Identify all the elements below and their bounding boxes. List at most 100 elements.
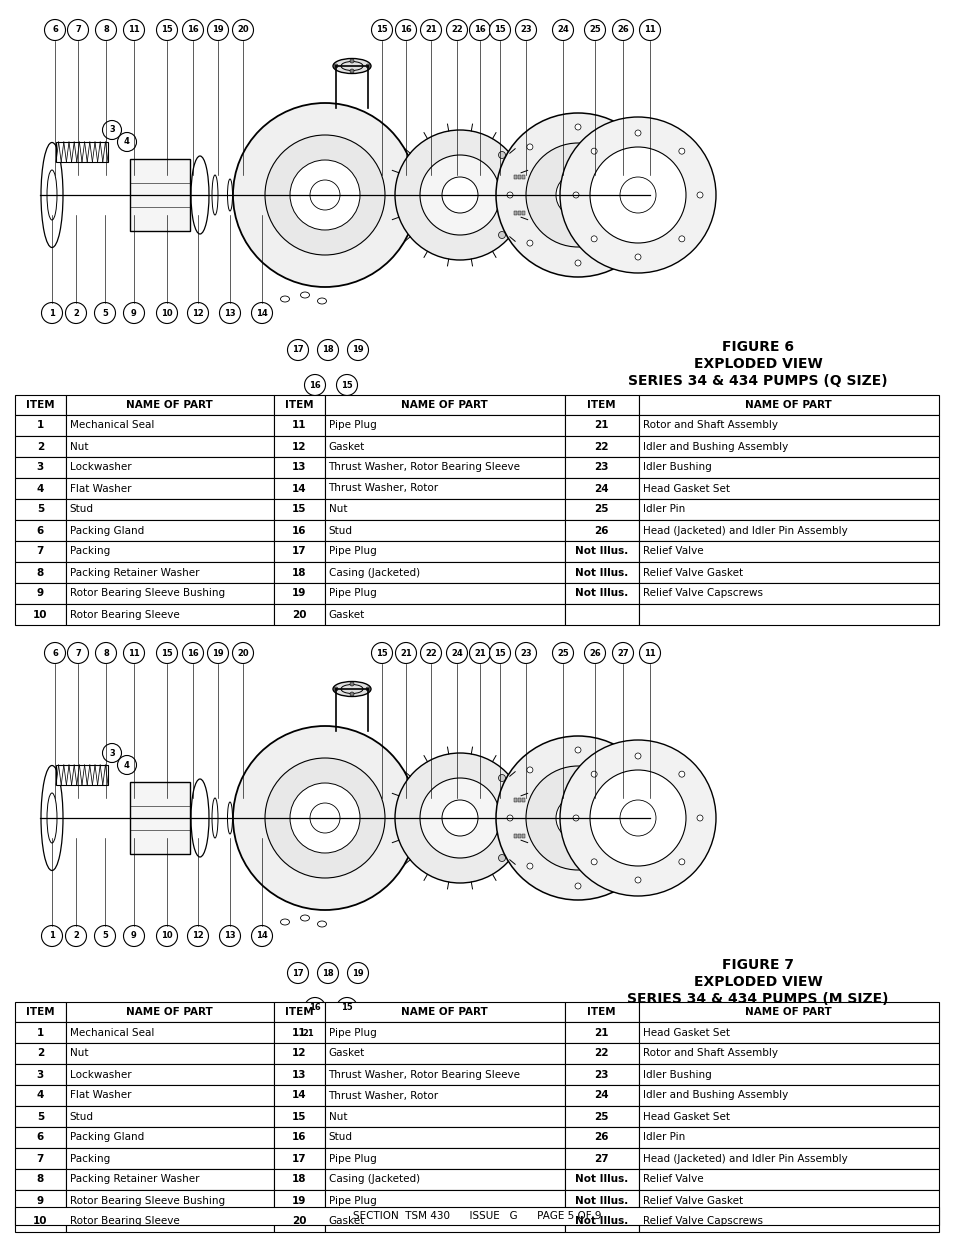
- Circle shape: [350, 69, 354, 73]
- Circle shape: [575, 261, 580, 266]
- Bar: [66, 395, 274, 415]
- Bar: [324, 1170, 564, 1191]
- Bar: [274, 1065, 324, 1086]
- Text: SECTION  TSM 430      ISSUE   G      PAGE 5 OF 9: SECTION TSM 430 ISSUE G PAGE 5 OF 9: [353, 1212, 600, 1221]
- Text: Relief Valve: Relief Valve: [642, 547, 702, 557]
- Text: 8: 8: [37, 1174, 44, 1184]
- Text: 2: 2: [37, 441, 44, 452]
- Text: SERIES 34 & 434 PUMPS (Q SIZE): SERIES 34 & 434 PUMPS (Q SIZE): [627, 374, 887, 388]
- Bar: [564, 541, 638, 562]
- Bar: [564, 520, 638, 541]
- Text: Gasket: Gasket: [328, 1049, 364, 1058]
- Text: 18: 18: [322, 968, 334, 977]
- Circle shape: [635, 254, 640, 261]
- Circle shape: [420, 20, 441, 41]
- Bar: [324, 395, 564, 415]
- Bar: [324, 478, 564, 499]
- Text: 14: 14: [255, 309, 268, 317]
- Circle shape: [156, 303, 177, 324]
- Bar: [274, 583, 324, 604]
- Text: Packing Retainer Washer: Packing Retainer Washer: [70, 568, 199, 578]
- Bar: [274, 562, 324, 583]
- Bar: [274, 1149, 324, 1170]
- Text: 19: 19: [212, 26, 224, 35]
- Text: NAME OF PART: NAME OF PART: [126, 400, 213, 410]
- Text: Thrust Washer, Rotor Bearing Sleeve: Thrust Washer, Rotor Bearing Sleeve: [328, 1070, 520, 1079]
- Circle shape: [498, 152, 505, 158]
- Bar: [15, 1065, 66, 1086]
- Text: Head (Jacketed) and Idler Pin Assembly: Head (Jacketed) and Idler Pin Assembly: [642, 1153, 846, 1163]
- Circle shape: [94, 303, 115, 324]
- Text: Head (Jacketed) and Idler Pin Assembly: Head (Jacketed) and Idler Pin Assembly: [642, 526, 846, 536]
- Text: 21: 21: [425, 26, 436, 35]
- Circle shape: [489, 642, 510, 663]
- Bar: [514, 798, 517, 802]
- Circle shape: [697, 815, 702, 821]
- Circle shape: [441, 177, 477, 212]
- Text: 18: 18: [292, 1174, 306, 1184]
- Bar: [15, 1149, 66, 1170]
- Bar: [324, 436, 564, 457]
- Bar: [564, 395, 638, 415]
- Circle shape: [525, 766, 629, 869]
- Circle shape: [622, 240, 628, 246]
- Text: 25: 25: [557, 648, 568, 657]
- Circle shape: [546, 845, 553, 851]
- Bar: [638, 478, 938, 499]
- Circle shape: [42, 925, 63, 946]
- Bar: [15, 1044, 66, 1065]
- Text: Nut: Nut: [328, 1112, 347, 1121]
- Circle shape: [219, 925, 240, 946]
- Bar: [66, 415, 274, 436]
- Bar: [66, 604, 274, 625]
- Text: 19: 19: [212, 648, 224, 657]
- Text: 2: 2: [73, 931, 79, 941]
- Bar: [324, 520, 564, 541]
- Bar: [15, 562, 66, 583]
- Bar: [274, 1086, 324, 1107]
- Circle shape: [310, 180, 339, 210]
- Text: 11: 11: [643, 648, 655, 657]
- Text: 8: 8: [103, 26, 109, 35]
- Bar: [274, 415, 324, 436]
- Circle shape: [287, 340, 308, 361]
- Text: Lockwasher: Lockwasher: [70, 462, 132, 473]
- Circle shape: [446, 642, 467, 663]
- Bar: [274, 1170, 324, 1191]
- Circle shape: [123, 925, 144, 946]
- Text: 18: 18: [292, 568, 306, 578]
- Circle shape: [117, 756, 136, 774]
- Bar: [274, 541, 324, 562]
- Text: ITEM: ITEM: [26, 400, 54, 410]
- Circle shape: [66, 303, 87, 324]
- Bar: [274, 1107, 324, 1128]
- Text: 21: 21: [474, 648, 485, 657]
- Bar: [564, 562, 638, 583]
- Circle shape: [182, 642, 203, 663]
- Text: 2: 2: [37, 1049, 44, 1058]
- Circle shape: [489, 20, 510, 41]
- Text: 12: 12: [192, 931, 204, 941]
- Bar: [66, 520, 274, 541]
- Bar: [638, 499, 938, 520]
- Bar: [514, 175, 517, 179]
- Text: 19: 19: [352, 346, 363, 354]
- Text: Idler Bushing: Idler Bushing: [642, 1070, 711, 1079]
- Text: Stud: Stud: [328, 1132, 353, 1142]
- Bar: [324, 1023, 564, 1044]
- Bar: [638, 1086, 938, 1107]
- Text: 24: 24: [557, 26, 568, 35]
- Bar: [66, 1086, 274, 1107]
- Text: 16: 16: [187, 26, 198, 35]
- Circle shape: [591, 858, 597, 864]
- Bar: [15, 1002, 66, 1023]
- Circle shape: [642, 815, 648, 821]
- Text: Pipe Plug: Pipe Plug: [328, 1195, 375, 1205]
- Bar: [274, 1128, 324, 1149]
- Text: Packing Retainer Washer: Packing Retainer Washer: [70, 1174, 199, 1184]
- Bar: [274, 1002, 324, 1023]
- Circle shape: [612, 642, 633, 663]
- Text: Flat Washer: Flat Washer: [70, 1091, 132, 1100]
- Text: Stud: Stud: [70, 1112, 93, 1121]
- Text: 15: 15: [341, 1004, 353, 1013]
